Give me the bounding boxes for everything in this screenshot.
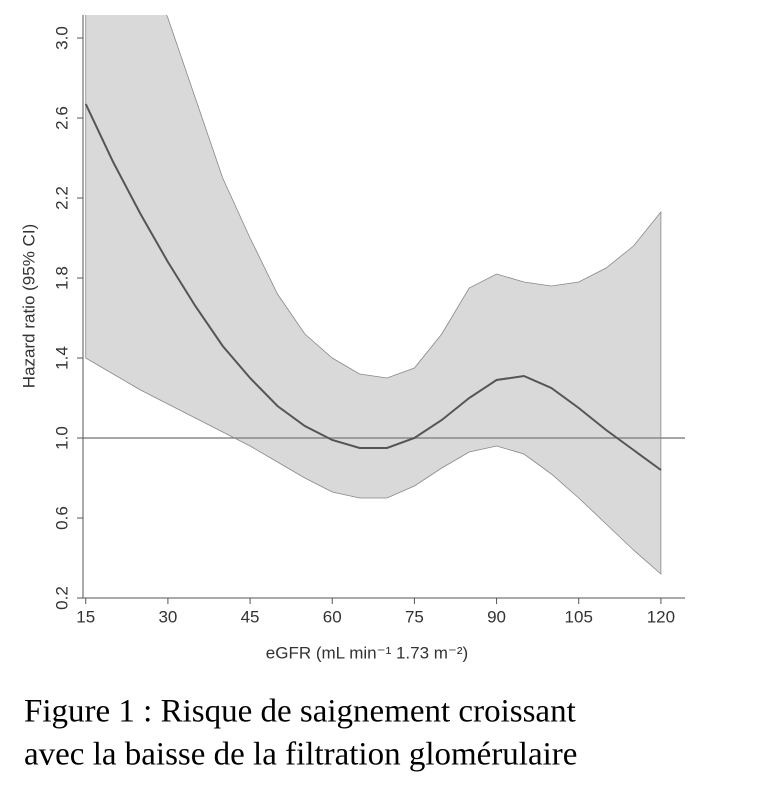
- x-tick-label: 60: [323, 607, 342, 626]
- y-tick-label: 0.6: [52, 506, 71, 530]
- x-tick-label: 90: [487, 607, 506, 626]
- x-tick-label: 105: [565, 607, 593, 626]
- caption: Figure 1 : Risque de saignement croissan…: [24, 694, 576, 730]
- x-axis-label: eGFR (mL min⁻¹ 1.73 m⁻²): [266, 643, 468, 662]
- y-tick-label: 1.0: [52, 426, 71, 450]
- y-axis-label: Hazard ratio (95% CI): [19, 224, 38, 388]
- y-tick-label: 3.0: [52, 26, 71, 50]
- caption: avec la baisse de la filtration glomérul…: [24, 737, 577, 773]
- x-tick-label: 120: [647, 607, 675, 626]
- y-tick-label: 1.4: [52, 346, 71, 370]
- x-tick-label: 15: [76, 607, 95, 626]
- y-tick-label: 2.6: [52, 106, 71, 130]
- x-tick-label: 45: [241, 607, 260, 626]
- y-tick-label: 1.8: [52, 266, 71, 290]
- x-tick-label: 75: [405, 607, 424, 626]
- y-tick-label: 2.2: [52, 186, 71, 210]
- ci-band: [85, 15, 662, 575]
- y-tick-label: 0.2: [52, 586, 71, 610]
- hazard-line: [84, 103, 662, 471]
- x-tick-label: 30: [158, 607, 177, 626]
